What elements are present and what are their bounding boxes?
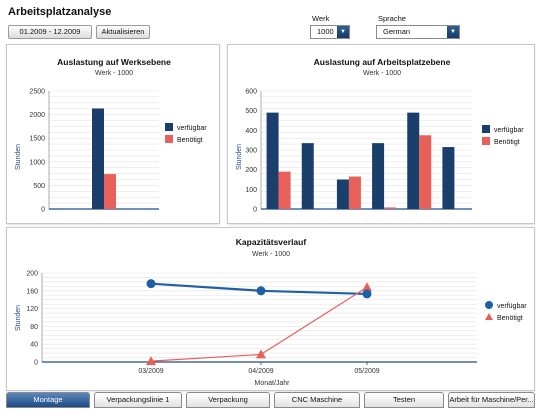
y-tick-label: 0 — [34, 360, 38, 367]
y-tick-label: 120 — [26, 306, 38, 313]
legend: verfügbar Benötigt — [482, 125, 524, 146]
point-available — [146, 279, 156, 289]
point-required — [256, 349, 266, 359]
werk-select-value: 1000 — [317, 27, 334, 36]
y-tick-label: 1500 — [29, 136, 45, 143]
chart-title: Kapazitätsverlauf — [236, 237, 307, 247]
point-available — [362, 289, 372, 299]
bar-available — [301, 143, 314, 209]
tab-arbeit-fuer-maschine[interactable]: Arbeit für Maschine/Per... — [448, 392, 535, 408]
legend-swatch-available — [165, 123, 173, 131]
chevron-down-icon[interactable]: ▼ — [337, 26, 349, 38]
point-required — [146, 356, 156, 366]
legend-label-available: verfügbar — [494, 127, 524, 134]
language-select[interactable]: German ▼ — [376, 25, 460, 39]
legend-label-available: verfügbar — [177, 125, 207, 132]
bar-available — [442, 147, 455, 209]
legend-marker-available — [485, 301, 493, 309]
y-tick-label: 200 — [245, 167, 257, 174]
y-tick-label: 500 — [245, 108, 257, 115]
bar-required — [104, 174, 116, 209]
y-tick-label: 80 — [30, 324, 38, 331]
legend-label-required: Benötigt — [497, 315, 523, 322]
legend-swatch-required — [482, 137, 490, 145]
capacity-trend-chart: Kapazitätsverlauf Werk - 1000 Stunden Mo… — [15, 237, 527, 387]
chart-title: Auslastung auf Arbeitsplatzebene — [314, 57, 451, 67]
y-tick-label: 40 — [30, 342, 38, 349]
point-available — [256, 286, 266, 296]
y-tick-label: 200 — [26, 271, 38, 278]
x-axis-label: Monat/Jahr — [254, 380, 290, 387]
language-select-value: German — [383, 27, 411, 36]
legend-swatch-available — [482, 125, 490, 133]
chevron-down-icon[interactable]: ▼ — [447, 26, 459, 38]
tab-verpackung[interactable]: Verpackung — [186, 392, 270, 408]
x-tick-label: 05/2009 — [354, 368, 379, 375]
legend-label-required: Benötigt — [177, 137, 203, 144]
tab-montage[interactable]: Montage — [6, 392, 90, 408]
y-tick-label: 300 — [245, 148, 257, 155]
date-range-button[interactable]: 01.2009 - 12.2009 — [8, 25, 92, 39]
y-tick-label: 2000 — [29, 112, 45, 119]
bar-required — [384, 207, 397, 209]
y-tick-label: 1000 — [29, 159, 45, 166]
bar-available — [407, 112, 420, 209]
werk-label: Werk — [312, 14, 330, 23]
tab-testen[interactable]: Testen — [364, 392, 444, 408]
point-required — [362, 282, 372, 292]
x-tick-label: 04/2009 — [248, 368, 273, 375]
refresh-button[interactable]: Aktualisieren — [96, 25, 150, 39]
chart-subtitle: Werk - 1000 — [95, 70, 133, 77]
page-title: Arbeitsplatzanalyse — [8, 6, 112, 18]
y-tick-label: 100 — [245, 187, 257, 194]
workcenter-utilization-panel: Auslastung auf Arbeitsplatzebene Werk - … — [227, 44, 535, 224]
y-axis-label: Stunden — [236, 144, 243, 170]
legend-marker-required — [485, 313, 493, 320]
y-tick-label: 500 — [33, 183, 45, 190]
y-tick-label: 0 — [41, 207, 45, 214]
tab-cnc-maschine[interactable]: CNC Maschine — [274, 392, 360, 408]
y-axis-label: Stunden — [15, 144, 22, 170]
chart-subtitle: Werk - 1000 — [252, 251, 290, 258]
legend: verfügbar Benötigt — [485, 301, 527, 322]
line-required — [150, 286, 368, 362]
bar-available — [336, 179, 349, 209]
tab-verpackungslinie-1[interactable]: Verpackungslinie 1 — [94, 392, 182, 408]
plant-utilization-chart: Auslastung auf Werksebene Werk - 1000 St… — [15, 57, 207, 214]
plant-utilization-panel: Auslastung auf Werksebene Werk - 1000 St… — [6, 44, 220, 224]
bar-required — [419, 135, 432, 209]
y-tick-label: 400 — [245, 128, 257, 135]
chart-title: Auslastung auf Werksebene — [57, 57, 171, 67]
legend-label-required: Benötigt — [494, 139, 520, 146]
workcenter-utilization-chart: Auslastung auf Arbeitsplatzebene Werk - … — [236, 57, 524, 214]
y-tick-label: 2500 — [29, 89, 45, 96]
bar-available — [372, 143, 385, 209]
bar-required — [348, 176, 361, 209]
bar-available — [266, 112, 279, 209]
werk-select[interactable]: 1000 ▼ — [310, 25, 350, 39]
bar-required — [278, 171, 291, 209]
language-label: Sprache — [378, 14, 406, 23]
y-axis-label: Stunden — [15, 305, 22, 331]
x-tick-label: 03/2009 — [138, 368, 163, 375]
legend-label-available: verfügbar — [497, 303, 527, 310]
chart-subtitle: Werk - 1000 — [363, 70, 401, 77]
bar-available — [92, 108, 104, 209]
y-tick-label: 160 — [26, 288, 38, 295]
legend-swatch-required — [165, 135, 173, 143]
y-tick-label: 600 — [245, 89, 257, 96]
workcenter-tabs: Montage Verpackungslinie 1 Verpackung CN… — [6, 392, 535, 409]
legend: verfügbar Benötigt — [165, 123, 207, 144]
y-tick-label: 0 — [253, 207, 257, 214]
capacity-trend-panel: Kapazitätsverlauf Werk - 1000 Stunden Mo… — [6, 227, 535, 391]
